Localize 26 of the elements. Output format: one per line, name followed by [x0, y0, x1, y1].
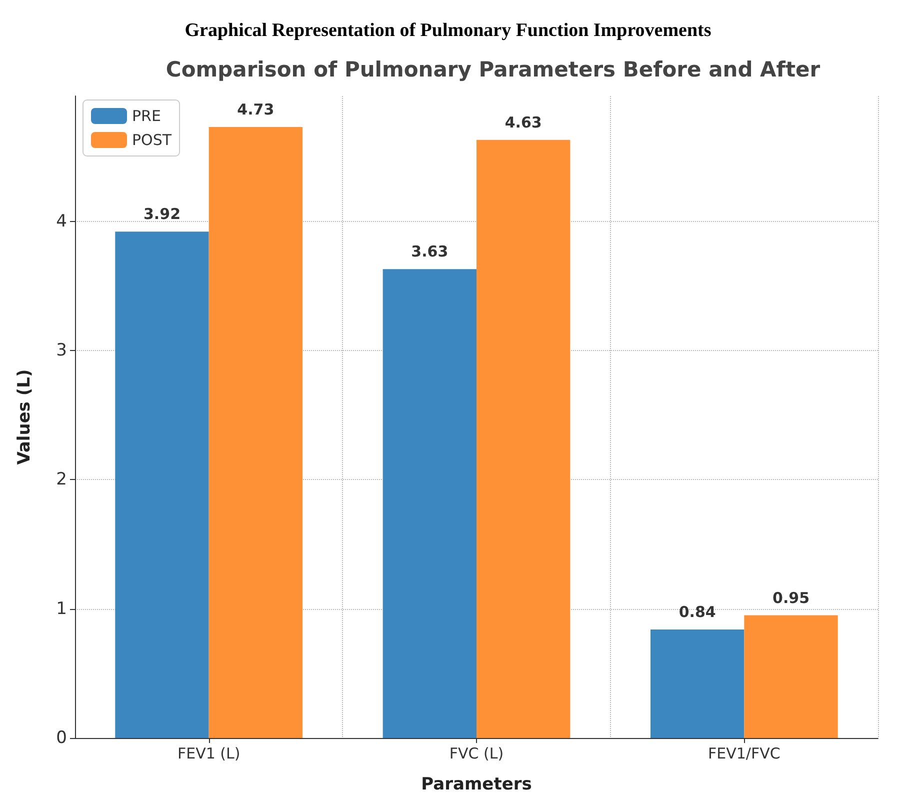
data-label: 3.92: [143, 205, 180, 224]
chart-title: Graphical Representation of Pulmonary Function Improvements: [184, 20, 712, 41]
x-axis-title: Parameters: [421, 774, 532, 794]
x-tick-label: FEV1 (L): [177, 744, 240, 762]
bar: [744, 615, 838, 738]
y-tick-label: 3: [56, 340, 67, 360]
y-tick-label: 1: [56, 598, 67, 619]
data-label: 0.84: [678, 602, 716, 621]
x-tick-label: FVC (L): [449, 744, 504, 762]
bar: [115, 232, 209, 738]
bar: [382, 269, 476, 738]
y-tick-label: 2: [56, 470, 67, 490]
x-tick-label: FEV1/FVC: [708, 744, 780, 762]
data-label: 3.63: [411, 242, 448, 261]
bar: [208, 127, 303, 738]
chart-subtitle: Comparison of Pulmonary Parameters Before and After: [166, 58, 821, 82]
legend-label: PRE: [132, 107, 161, 125]
legend-label: POST: [132, 131, 172, 149]
bar: [476, 140, 570, 738]
data-label: 4.63: [504, 113, 542, 132]
data-label: 0.95: [772, 588, 810, 607]
y-axis-title: Values (L): [14, 369, 34, 465]
y-tick-label: 4: [56, 211, 67, 232]
bar: [650, 629, 744, 738]
data-label: 4.73: [237, 100, 274, 118]
y-tick-label: 0: [56, 728, 67, 748]
